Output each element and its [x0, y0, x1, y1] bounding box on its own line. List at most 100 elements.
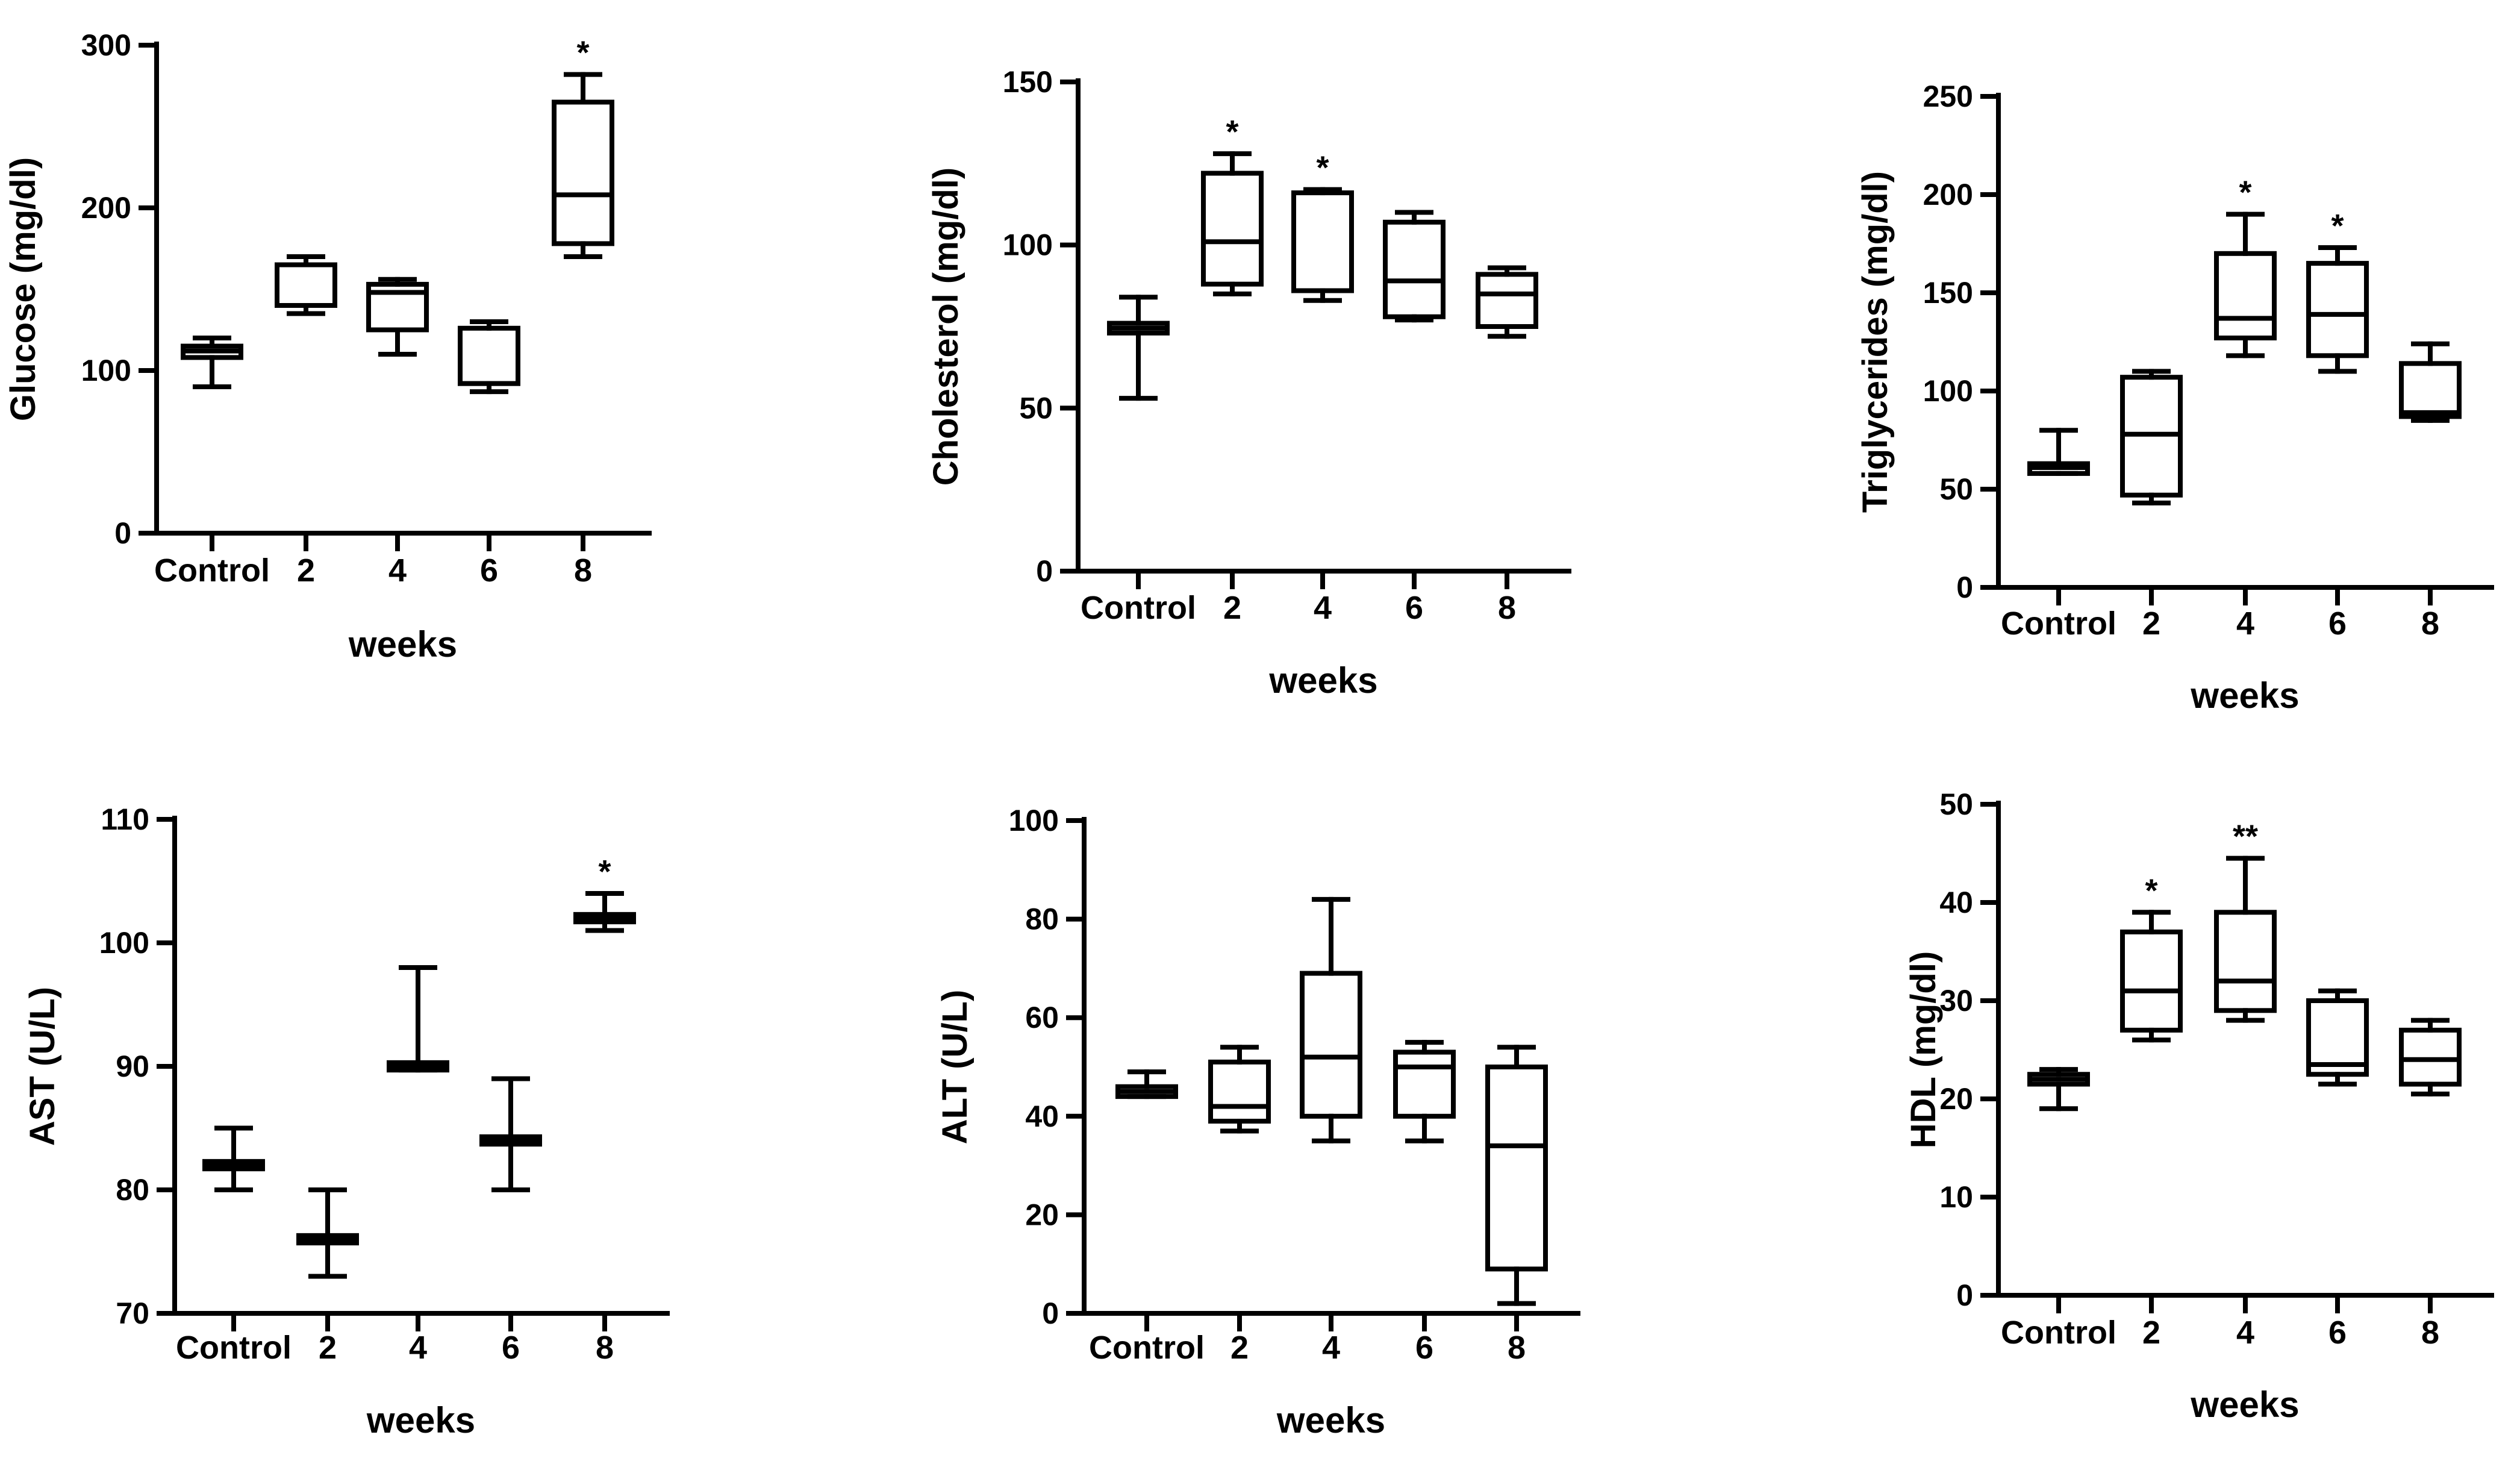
triglycerides-x-tick-label: 6	[2328, 605, 2347, 642]
ast-box-1	[296, 1187, 359, 1279]
glucose-x-axis-title: weeks	[348, 624, 457, 665]
hdl-x-tick-label: 4	[2236, 1315, 2254, 1351]
triglycerides-iqr-box	[2214, 251, 2277, 340]
glucose-x-tick-label: 6	[480, 552, 498, 589]
glucose-y-tick-label: 200	[81, 191, 131, 225]
hdl-x-tick-label: Control	[2001, 1315, 2116, 1351]
triglycerides-significance-marker: *	[2239, 175, 2251, 211]
cholesterol-x-tick-label: 4	[1314, 590, 1332, 626]
glucose-panel: 0 100 200 300 Control 2 4 6 8 weeks Glucose (mg/dl…	[4, 28, 652, 665]
cholesterol-x-tick-label: 2	[1223, 590, 1241, 626]
alt-iqr-box	[1485, 1065, 1548, 1272]
hdl-iqr-box	[2214, 910, 2277, 1013]
ast-box-0	[202, 1125, 265, 1192]
ast-y-tick-label: 80	[116, 1173, 149, 1207]
alt-iqr-box	[1300, 971, 1362, 1119]
alt-box-2	[1300, 896, 1362, 1143]
hdl-y-tick-label: 10	[1939, 1180, 1973, 1214]
alt-y-axis-title: ALT (U/L)	[935, 990, 975, 1145]
triglycerides-panel: 0 50 100 150 200 250 Control 2 4 6 8 weeks Triglycer…	[1856, 80, 2494, 716]
hdl-iqr-box	[2306, 998, 2369, 1077]
triglycerides-y-tick-label: 0	[1956, 571, 1973, 604]
hdl-box-3	[2306, 988, 2369, 1087]
glucose-x-tick-label: 2	[297, 552, 315, 589]
cholesterol-y-tick-label: 50	[1019, 391, 1053, 425]
hdl-iqr-box	[2120, 929, 2183, 1033]
glucose-box-0	[181, 336, 243, 389]
hdl-y-tick-label: 50	[1939, 787, 1973, 821]
cholesterol-box-4	[1476, 265, 1538, 339]
triglycerides-x-tick-label: 8	[2421, 605, 2439, 642]
triglycerides-box-1	[2120, 369, 2183, 505]
alt-x-tick-label: 4	[1322, 1330, 1340, 1366]
cholesterol-iqr-box	[1476, 272, 1538, 329]
cholesterol-x-tick-label: 8	[1498, 590, 1516, 626]
alt-box-1	[1208, 1045, 1271, 1134]
ast-x-tick-label: 2	[319, 1330, 337, 1366]
glucose-box-4	[552, 72, 614, 259]
cholesterol-iqr-box	[1291, 190, 1354, 293]
alt-x-tick-label: Control	[1089, 1330, 1205, 1366]
triglycerides-box-4	[2399, 341, 2462, 423]
triglycerides-x-tick-label: 4	[2236, 605, 2254, 642]
hdl-significance-marker: **	[2233, 819, 2258, 855]
alt-y-tick-label: 100	[1009, 804, 1059, 837]
triglycerides-significance-marker: *	[2331, 208, 2344, 244]
ast-y-tick-label: 90	[116, 1049, 149, 1083]
alt-x-tick-label: 8	[1508, 1330, 1526, 1366]
triglycerides-y-tick-label: 50	[1939, 472, 1973, 506]
cholesterol-panel: 0 50 100 150 Control 2 4 6 8 weeks Cholesterol (mg…	[926, 65, 1571, 701]
glucose-box-1	[275, 254, 337, 316]
alt-x-tick-label: 6	[1415, 1330, 1433, 1366]
hdl-box-1	[2120, 910, 2183, 1043]
ast-x-axis-title: weeks	[366, 1400, 475, 1440]
hdl-x-tick-label: 2	[2142, 1315, 2160, 1351]
cholesterol-x-tick-label: Control	[1081, 590, 1196, 626]
glucose-y-tick-label: 0	[114, 516, 131, 550]
triglycerides-box-0	[2027, 428, 2090, 476]
alt-y-tick-label: 80	[1025, 902, 1059, 936]
cholesterol-y-tick-label: 0	[1036, 554, 1053, 588]
triglycerides-x-axis-title: weeks	[2190, 675, 2299, 716]
ast-y-tick-label: 70	[116, 1296, 149, 1330]
ast-x-tick-label: Control	[176, 1330, 292, 1366]
hdl-x-axis-title: weeks	[2190, 1384, 2299, 1425]
ast-y-tick-label: 100	[99, 926, 149, 960]
hdl-box-2	[2214, 855, 2277, 1023]
alt-x-tick-label: 2	[1230, 1330, 1249, 1366]
hdl-x-tick-label: 8	[2421, 1315, 2439, 1351]
glucose-x-tick-label: 8	[574, 552, 592, 589]
ast-significance-marker: *	[598, 854, 611, 890]
alt-y-tick-label: 40	[1025, 1099, 1059, 1133]
hdl-x-tick-label: 6	[2328, 1315, 2347, 1351]
hdl-box-4	[2399, 1018, 2462, 1096]
cholesterol-x-axis-title: weeks	[1268, 660, 1377, 701]
cholesterol-y-tick-label: 100	[1003, 228, 1053, 262]
alt-box-4	[1485, 1045, 1548, 1306]
alt-y-tick-label: 20	[1025, 1198, 1059, 1231]
cholesterol-box-2	[1291, 187, 1354, 303]
glucose-x-tick-label: Control	[154, 552, 270, 589]
triglycerides-x-tick-label: 2	[2142, 605, 2160, 642]
glucose-y-axis-title: Glucose (mg/dl)	[4, 157, 43, 421]
alt-iqr-box	[1393, 1049, 1456, 1119]
ast-panel: 70 80 90 100 110 Control 2 4 6 8 weeks AST (U/L) *	[23, 802, 670, 1440]
triglycerides-iqr-box	[2399, 361, 2462, 419]
triglycerides-box-3	[2306, 245, 2369, 374]
triglycerides-y-tick-label: 200	[1923, 178, 1973, 211]
cholesterol-box-1	[1201, 151, 1264, 296]
triglycerides-x-tick-label: Control	[2001, 605, 2116, 642]
glucose-box-3	[458, 319, 520, 395]
cholesterol-box-3	[1383, 210, 1446, 323]
glucose-iqr-box	[366, 281, 429, 333]
hdl-iqr-box	[2399, 1027, 2462, 1087]
hdl-y-axis-title: HDL (mg/dl)	[1904, 951, 1943, 1149]
glucose-x-tick-label: 4	[388, 552, 407, 589]
alt-y-tick-label: 60	[1025, 1001, 1059, 1034]
glucose-box-2	[366, 277, 429, 357]
triglycerides-box-2	[2214, 211, 2277, 358]
alt-y-tick-label: 0	[1042, 1296, 1059, 1330]
cholesterol-significance-marker: *	[1226, 114, 1238, 150]
